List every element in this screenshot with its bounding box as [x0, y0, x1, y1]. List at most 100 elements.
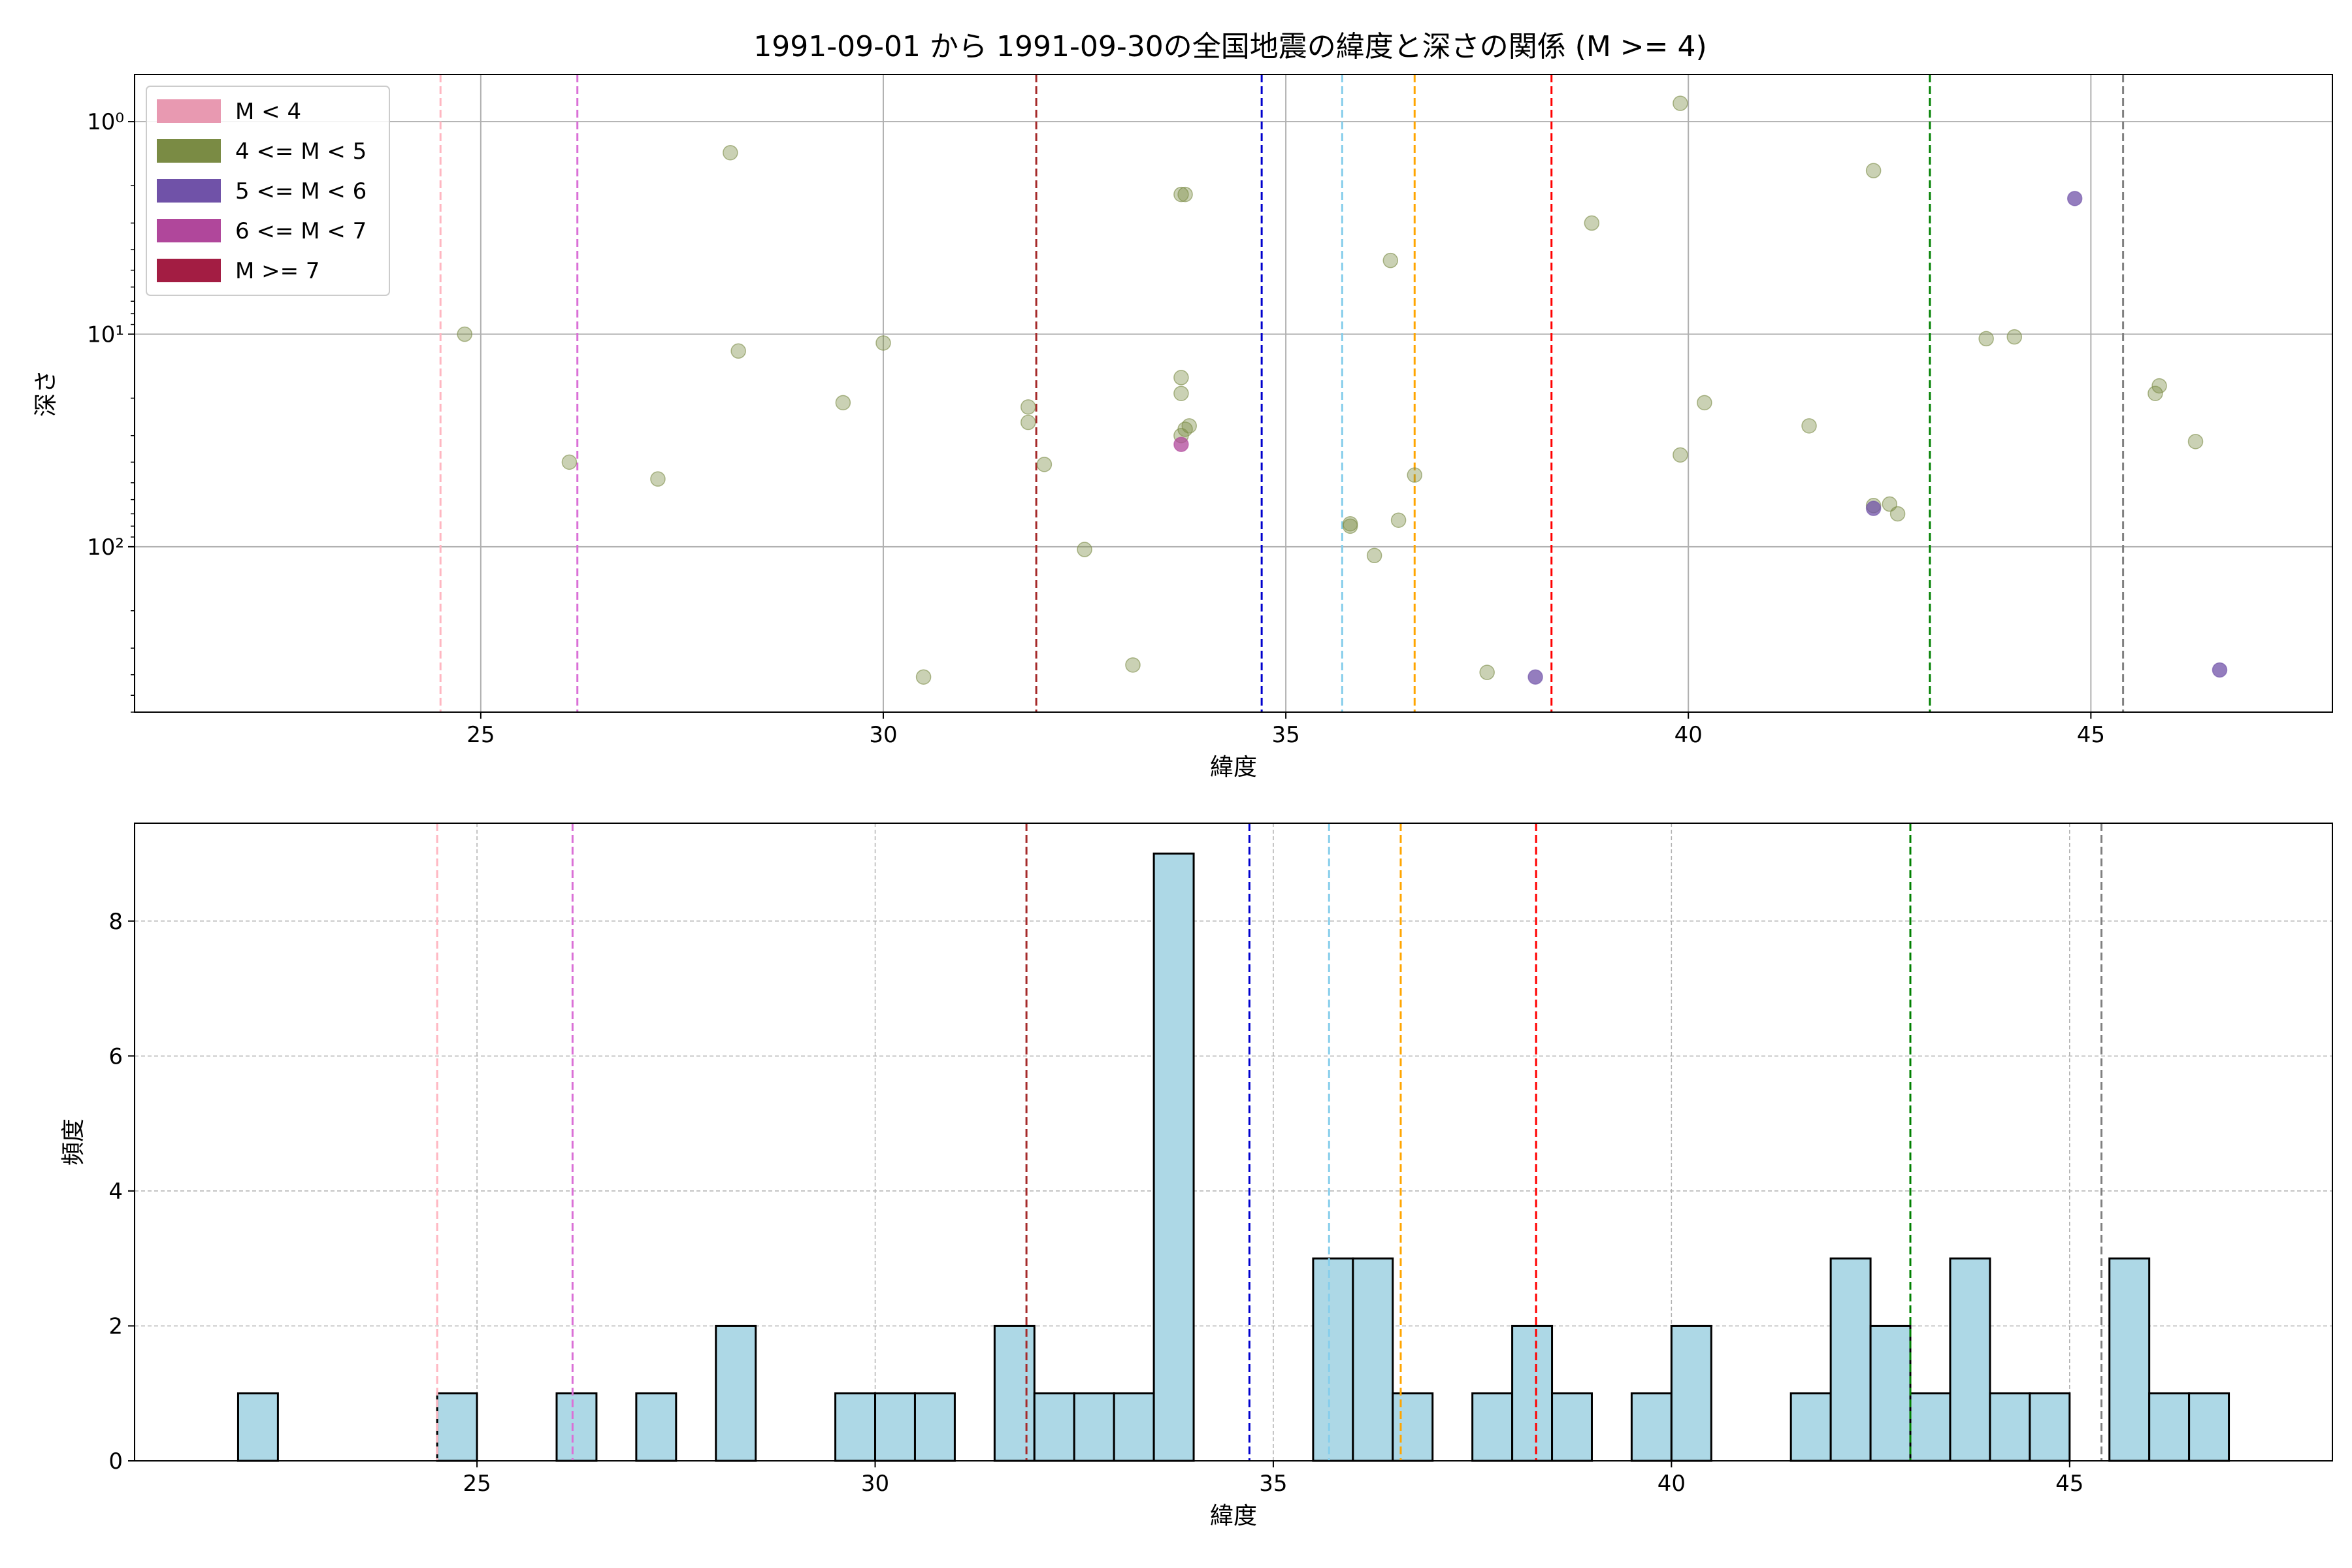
histogram-y-label: 頻度 — [60, 1119, 87, 1166]
histogram-bar — [913, 1392, 956, 1462]
scatter-x-tick-label: 40 — [1674, 722, 1703, 748]
histogram-bar — [555, 1392, 598, 1462]
scatter-point — [1021, 399, 1036, 415]
legend-label: M >= 7 — [235, 258, 320, 284]
scatter-point — [835, 395, 851, 411]
scatter-x-tick-label: 25 — [466, 722, 495, 748]
scatter-point — [1673, 95, 1688, 111]
histogram-bar — [1909, 1392, 1952, 1462]
scatter-x-tick-label: 30 — [869, 722, 897, 748]
histogram-bar — [436, 1392, 478, 1462]
scatter-point — [2148, 385, 2163, 401]
histogram-bar — [1551, 1392, 1593, 1462]
scatter-point — [1173, 385, 1189, 401]
scatter-point — [1021, 414, 1036, 431]
legend-swatch — [157, 139, 221, 163]
histogram-bar — [1989, 1392, 2031, 1462]
legend-swatch — [157, 219, 221, 242]
scatter-point — [1390, 512, 1407, 528]
histogram-bar — [1670, 1324, 1712, 1462]
histogram-bar — [1113, 1392, 1155, 1462]
histogram-bar — [237, 1392, 279, 1462]
scatter-point — [2066, 191, 2083, 206]
scatter-point — [457, 326, 472, 342]
histogram-y-tick-label: 6 — [108, 1043, 123, 1070]
scatter-point — [2212, 662, 2228, 678]
scatter-y-label: 深さ — [33, 370, 59, 417]
histogram-bar — [834, 1392, 877, 1462]
scatter-points — [457, 95, 2228, 685]
scatter-point — [1673, 447, 1688, 463]
scatter-point — [2151, 378, 2167, 394]
histogram-y-tick-label: 8 — [108, 909, 123, 935]
histogram-y-tick-label: 0 — [108, 1448, 123, 1475]
scatter-point — [650, 471, 666, 487]
histogram-x-tick-label: 45 — [2055, 1471, 2083, 1497]
scatter-point — [1865, 163, 1882, 178]
histogram-bar — [1511, 1324, 1554, 1462]
legend: M < 4 4 <= M < 5 5 <= M < 6 6 <= M < 7 M >= … — [146, 86, 390, 296]
histogram-y-tick-label: 2 — [108, 1313, 123, 1339]
histogram-bar — [874, 1392, 916, 1462]
histogram-bar — [993, 1324, 1036, 1462]
scatter-point — [1366, 547, 1382, 564]
scatter-point — [1125, 657, 1141, 673]
scatter-point — [1177, 186, 1193, 203]
histogram-x-tick-label: 25 — [463, 1471, 491, 1497]
scatter-point — [1077, 542, 1092, 557]
legend-label: 4 <= M < 5 — [235, 139, 367, 165]
histogram-bar — [1152, 852, 1195, 1462]
histogram-bar — [1829, 1257, 1872, 1462]
scatter-point — [1697, 395, 1712, 411]
scatter-point — [1865, 500, 1882, 516]
scatter-point — [875, 335, 891, 351]
histogram-bar — [2188, 1392, 2230, 1462]
histogram-bar — [1392, 1392, 1434, 1462]
histogram-bar — [2148, 1392, 2191, 1462]
histogram-bar — [1949, 1257, 1991, 1462]
scatter-point — [1342, 515, 1358, 532]
scatter-y-tick-label: 10² — [87, 534, 124, 561]
chart-title: 1991-09-01 から 1991-09-30の全国地震の緯度と深さの関係 (… — [753, 30, 1707, 63]
legend-swatch — [157, 179, 221, 203]
histogram-bar — [1352, 1257, 1394, 1462]
scatter-point — [1584, 215, 1600, 231]
histogram-bar — [1789, 1392, 1832, 1462]
scatter-point — [1479, 664, 1495, 680]
scatter-point — [1382, 252, 1399, 269]
scatter-point — [730, 343, 746, 359]
scatter-point — [1407, 467, 1423, 483]
histogram-x-label: 緯度 — [1210, 1503, 1257, 1529]
scatter-x-label: 緯度 — [1210, 754, 1257, 781]
legend-swatch — [157, 259, 221, 282]
scatter-point — [2006, 329, 2023, 345]
scatter-point — [1173, 436, 1189, 452]
histogram-x-tick-label: 30 — [861, 1471, 889, 1497]
histogram-y-tick-label: 4 — [108, 1179, 123, 1205]
scatter-point — [723, 144, 738, 161]
scatter-point — [1978, 331, 1994, 347]
scatter-point — [1527, 669, 1543, 685]
histogram-bar — [1471, 1392, 1514, 1462]
histogram-bar — [1630, 1392, 1673, 1462]
scatter-point — [915, 669, 932, 685]
histogram-vlines — [436, 823, 2103, 1461]
histogram-x-tick-label: 35 — [1259, 1471, 1287, 1497]
histogram-ticks: 25 30 35 40 45 0 2 4 6 8 — [108, 909, 2083, 1497]
legend-label: M < 4 — [235, 99, 301, 125]
histogram-bar — [715, 1324, 757, 1462]
histogram-bar — [2108, 1257, 2151, 1462]
scatter-y-tick-label: 10⁰ — [87, 109, 124, 135]
scatter-point — [561, 454, 578, 470]
scatter-x-tick-label: 35 — [1271, 722, 1299, 748]
scatter-point — [1173, 370, 1189, 385]
scatter-axes-frame — [134, 74, 2333, 713]
histogram-x-tick-label: 40 — [1658, 1471, 1686, 1497]
scatter-panel: 25 30 35 40 45 10⁰ 10¹ 10² 緯度 深さ M < 4 4 <= M < … — [33, 74, 2333, 781]
scatter-point — [1801, 418, 1817, 434]
histogram-axes-frame — [134, 823, 2333, 1462]
legend-box — [146, 86, 390, 296]
scatter-point — [1889, 506, 1906, 522]
histogram-bars — [237, 852, 2230, 1462]
